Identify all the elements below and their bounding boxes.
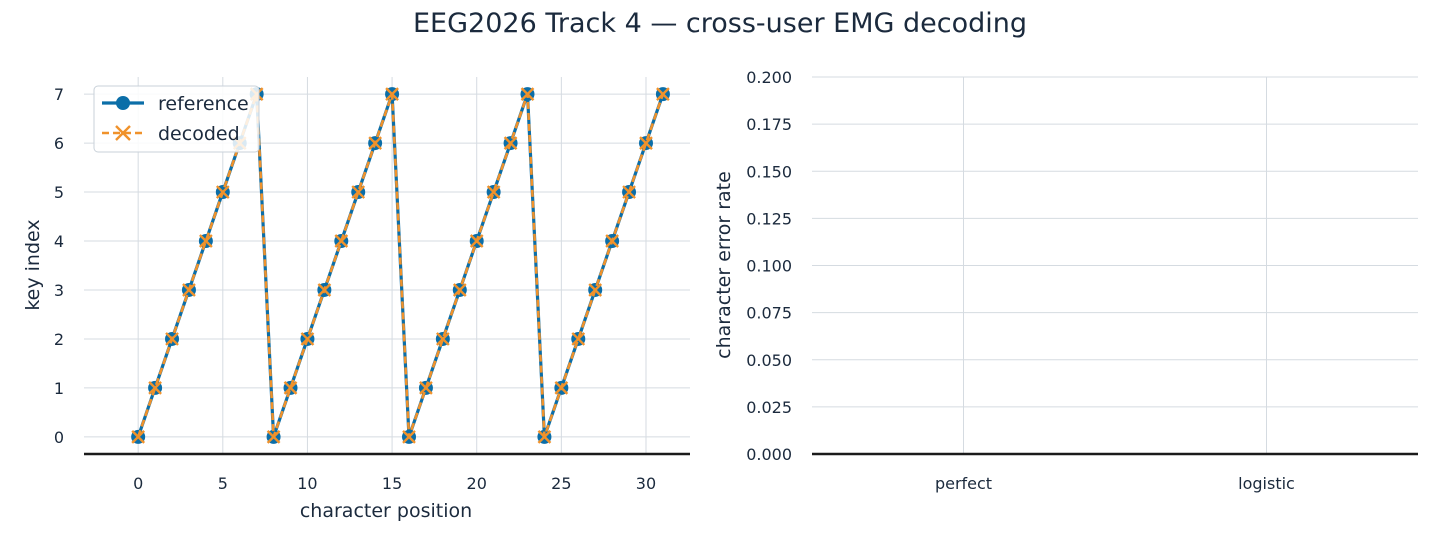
decoded-series-line <box>136 93 665 438</box>
line-chart-x-tick-label: 20 <box>467 474 487 493</box>
decoded-point <box>215 185 230 199</box>
decoded-point <box>368 136 382 150</box>
line-chart-y-tick-label: 6 <box>54 134 64 153</box>
decoded-point <box>503 136 518 150</box>
line-chart-x-ticks: 0 5 10 15 20 25 30 <box>133 474 656 493</box>
line-chart-ylabel: key index <box>22 219 44 310</box>
decoded-point <box>199 234 213 248</box>
line-chart-series <box>131 87 670 444</box>
decoded-point <box>554 381 569 395</box>
line-chart-panel: 0 5 10 15 20 25 30 0 1 2 3 4 5 6 7 character position… <box>22 77 690 522</box>
figure-title: EEG2026 Track 4 — cross-user EMG decodin… <box>413 8 1027 39</box>
bar-chart-y-tick-label: 0.050 <box>746 351 792 370</box>
bar-chart-y-tick-label: 0.025 <box>746 398 792 417</box>
bar-chart-panel: perfect logistic 0.000 0.025 0.050 0.075 0.10… <box>713 68 1418 493</box>
decoded-point <box>656 87 670 101</box>
bar-chart-grid <box>812 76 1418 455</box>
decoded-point <box>419 381 433 395</box>
decoded-point <box>588 283 603 297</box>
line-chart-x-tick-label: 10 <box>297 474 317 493</box>
bar-chart-y-ticks: 0.000 0.025 0.050 0.075 0.100 0.125 0.150 0.175… <box>746 68 792 464</box>
decoded-point <box>469 234 484 248</box>
bar-chart-y-tick-label: 0.000 <box>746 445 792 464</box>
bar-chart-y-tick-label: 0.100 <box>746 257 792 276</box>
bar-chart-y-tick-label: 0.175 <box>746 115 792 134</box>
line-chart-y-tick-label: 7 <box>54 85 64 104</box>
decoded-point <box>486 185 501 199</box>
decoded-point <box>605 234 619 248</box>
line-chart-x-tick-label: 0 <box>133 474 143 493</box>
line-chart-x-tick-label: 15 <box>382 474 402 493</box>
decoded-point <box>385 87 399 101</box>
decoded-point <box>165 332 179 346</box>
bar-chart-y-tick-label: 0.200 <box>746 68 792 87</box>
line-chart-y-tick-label: 1 <box>54 379 64 398</box>
line-chart-y-tick-label: 3 <box>54 281 64 300</box>
line-chart-xlabel: character position <box>300 500 472 522</box>
line-chart-y-ticks: 0 1 2 3 4 5 6 7 <box>54 85 64 447</box>
decoded-point <box>452 283 467 297</box>
legend-decoded-label: decoded <box>158 123 240 145</box>
line-chart-x-tick-label: 25 <box>551 474 571 493</box>
legend-reference-label: reference <box>158 93 249 115</box>
line-chart-y-tick-label: 5 <box>54 183 64 202</box>
decoded-point <box>351 185 366 199</box>
bar-chart-category-label: perfect <box>935 474 992 493</box>
decoded-point <box>436 332 450 346</box>
decoded-point <box>317 283 332 297</box>
decoded-point <box>571 332 586 346</box>
bar-chart-y-tick-label: 0.125 <box>746 209 792 228</box>
line-chart-x-tick-label: 30 <box>636 474 656 493</box>
decoded-point <box>334 234 349 248</box>
line-chart-legend: reference decoded <box>93 85 260 153</box>
bar-chart-y-tick-label: 0.075 <box>746 304 792 323</box>
decoded-point <box>622 185 636 199</box>
line-chart-y-tick-label: 4 <box>54 232 64 251</box>
decoded-point <box>148 381 162 395</box>
decoded-point <box>266 430 281 444</box>
decoded-point <box>537 430 552 444</box>
decoded-point <box>131 430 146 444</box>
decoded-point <box>283 381 298 395</box>
legend-reference-marker <box>116 96 130 110</box>
decoded-point <box>402 430 416 444</box>
bar-chart-y-tick-label: 0.150 <box>746 162 792 181</box>
bar-chart-ylabel: character error rate <box>713 171 735 359</box>
bar-chart-x-ticks: perfect logistic <box>935 474 1295 493</box>
decoded-point <box>520 87 535 101</box>
decoded-point <box>300 332 315 346</box>
bar-chart-category-label: logistic <box>1238 474 1295 493</box>
decoded-point <box>182 283 196 297</box>
decoded-point <box>639 136 653 150</box>
legend-decoded-marker <box>115 125 131 141</box>
line-chart-y-tick-label: 2 <box>54 330 64 349</box>
line-chart-x-tick-label: 5 <box>218 474 228 493</box>
line-chart-y-tick-label: 0 <box>54 428 64 447</box>
